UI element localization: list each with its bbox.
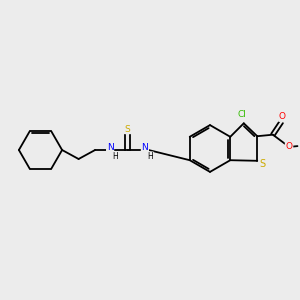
Text: O: O (279, 112, 286, 121)
Text: S: S (260, 159, 266, 169)
Text: O: O (286, 142, 292, 151)
Text: H: H (112, 152, 118, 161)
Text: N: N (107, 142, 113, 152)
Text: N: N (142, 142, 148, 152)
Text: S: S (124, 124, 130, 134)
Text: H: H (147, 152, 153, 161)
Text: Cl: Cl (238, 110, 247, 119)
